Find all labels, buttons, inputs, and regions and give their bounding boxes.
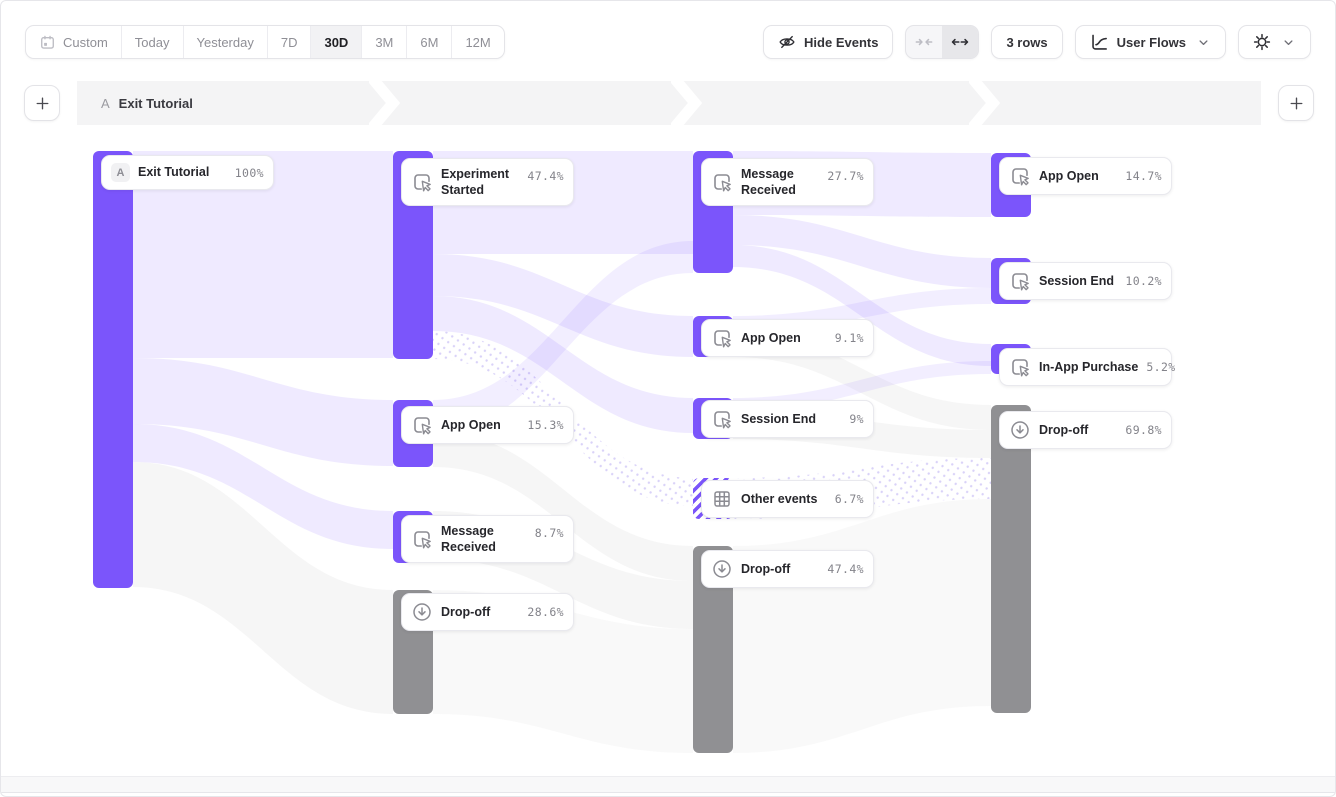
expand-columns-button[interactable] xyxy=(942,26,979,58)
flow-node-app-open-4[interactable]: App Open 14.7% xyxy=(999,157,1172,195)
date-range-3m[interactable]: 3M xyxy=(361,26,406,58)
rows-button[interactable]: 3 rows xyxy=(991,25,1063,59)
flow-node-message-received-3[interactable]: Message Received 27.7% xyxy=(701,158,874,206)
flow-node-session-end-4[interactable]: Session End 10.2% xyxy=(999,262,1172,300)
click-event-icon xyxy=(411,528,433,550)
grid-icon xyxy=(711,488,733,510)
plus-icon xyxy=(34,95,51,112)
eye-off-icon xyxy=(778,33,796,51)
gear-icon xyxy=(1253,33,1271,51)
flow-node-drop-off-3[interactable]: Drop-off 47.4% xyxy=(701,550,874,588)
view-selector-label: User Flows xyxy=(1116,34,1186,50)
arrows-outward-icon xyxy=(951,33,969,51)
flow-node-message-received-2[interactable]: Message Received 8.7% xyxy=(401,515,574,563)
step-separator-chevron xyxy=(369,81,401,125)
view-selector-button[interactable]: User Flows xyxy=(1074,25,1226,59)
bottom-scroll-strip[interactable] xyxy=(1,776,1335,793)
add-step-right-button[interactable] xyxy=(1278,85,1314,121)
date-range-12m[interactable]: 12M xyxy=(451,26,503,58)
date-range-6m[interactable]: 6M xyxy=(406,26,451,58)
chevron-down-icon xyxy=(1281,35,1296,50)
drop-off-icon xyxy=(711,558,733,580)
hide-events-button[interactable]: Hide Events xyxy=(763,25,894,59)
date-range-7d[interactable]: 7D xyxy=(266,26,311,58)
click-event-icon xyxy=(1009,270,1031,292)
click-event-icon xyxy=(711,327,733,349)
path-step-title: Exit Tutorial xyxy=(118,95,193,111)
collapse-columns-button[interactable] xyxy=(906,26,942,58)
flow-node-app-open-2[interactable]: App Open 15.3% xyxy=(401,406,574,444)
date-range-yesterday[interactable]: Yesterday xyxy=(182,26,267,58)
click-event-icon xyxy=(1009,165,1031,187)
step-separator-chevron xyxy=(671,81,703,125)
drop-off-icon xyxy=(1009,419,1031,441)
settings-button[interactable] xyxy=(1238,25,1311,59)
flow-chart-icon xyxy=(1090,33,1109,52)
spacing-toggle xyxy=(905,25,980,59)
date-range-today[interactable]: Today xyxy=(120,26,183,58)
drop-off-icon xyxy=(411,601,433,623)
hide-events-label: Hide Events xyxy=(804,34,879,50)
date-range-custom[interactable]: Custom xyxy=(26,26,121,58)
node-bar-drop-off-4[interactable] xyxy=(991,405,1031,713)
click-event-icon xyxy=(411,171,433,193)
click-event-icon xyxy=(711,171,733,193)
flow-node-drop-off-4[interactable]: Drop-off 69.8% xyxy=(999,411,1172,449)
flow-node-other-events-3[interactable]: Other events 6.7% xyxy=(701,480,874,518)
click-event-icon xyxy=(1009,356,1031,378)
arrows-inward-icon xyxy=(915,33,933,51)
click-event-icon xyxy=(711,408,733,430)
path-step-prefix: A xyxy=(101,95,110,111)
add-step-left-button[interactable] xyxy=(24,85,60,121)
calendar-icon xyxy=(39,34,56,51)
path-step-label[interactable]: A Exit Tutorial xyxy=(101,81,193,125)
node-bar-exit-tutorial[interactable] xyxy=(93,151,133,588)
flow-node-session-end-3[interactable]: Session End 9% xyxy=(701,400,874,438)
flow-node-experiment-started[interactable]: Experiment Started 47.4% xyxy=(401,158,574,206)
flow-node-in-app-purchase-4[interactable]: In-App Purchase 5.2% xyxy=(999,348,1175,386)
plus-icon xyxy=(1288,95,1305,112)
click-event-icon xyxy=(411,414,433,436)
rows-label: 3 rows xyxy=(1006,34,1048,50)
step-a-badge: A xyxy=(111,163,130,182)
date-range-label: Custom xyxy=(63,34,108,50)
flow-node-exit-tutorial[interactable]: A Exit Tutorial 100% xyxy=(101,155,274,190)
flow-node-drop-off-2[interactable]: Drop-off 28.6% xyxy=(401,593,574,631)
top-toolbar: Custom Today Yesterday 7D 30D 3M 6M 12M … xyxy=(25,25,1311,59)
path-header-band: A Exit Tutorial xyxy=(77,81,1261,125)
step-separator-chevron xyxy=(969,81,1001,125)
date-range-30d[interactable]: 30D xyxy=(310,26,362,58)
chevron-down-icon xyxy=(1196,35,1211,50)
toolbar-right-tools: Hide Events 3 rows User Flows xyxy=(763,25,1311,59)
date-range-selector: Custom Today Yesterday 7D 30D 3M 6M 12M xyxy=(25,25,505,59)
flow-node-app-open-3[interactable]: App Open 9.1% xyxy=(701,319,874,357)
